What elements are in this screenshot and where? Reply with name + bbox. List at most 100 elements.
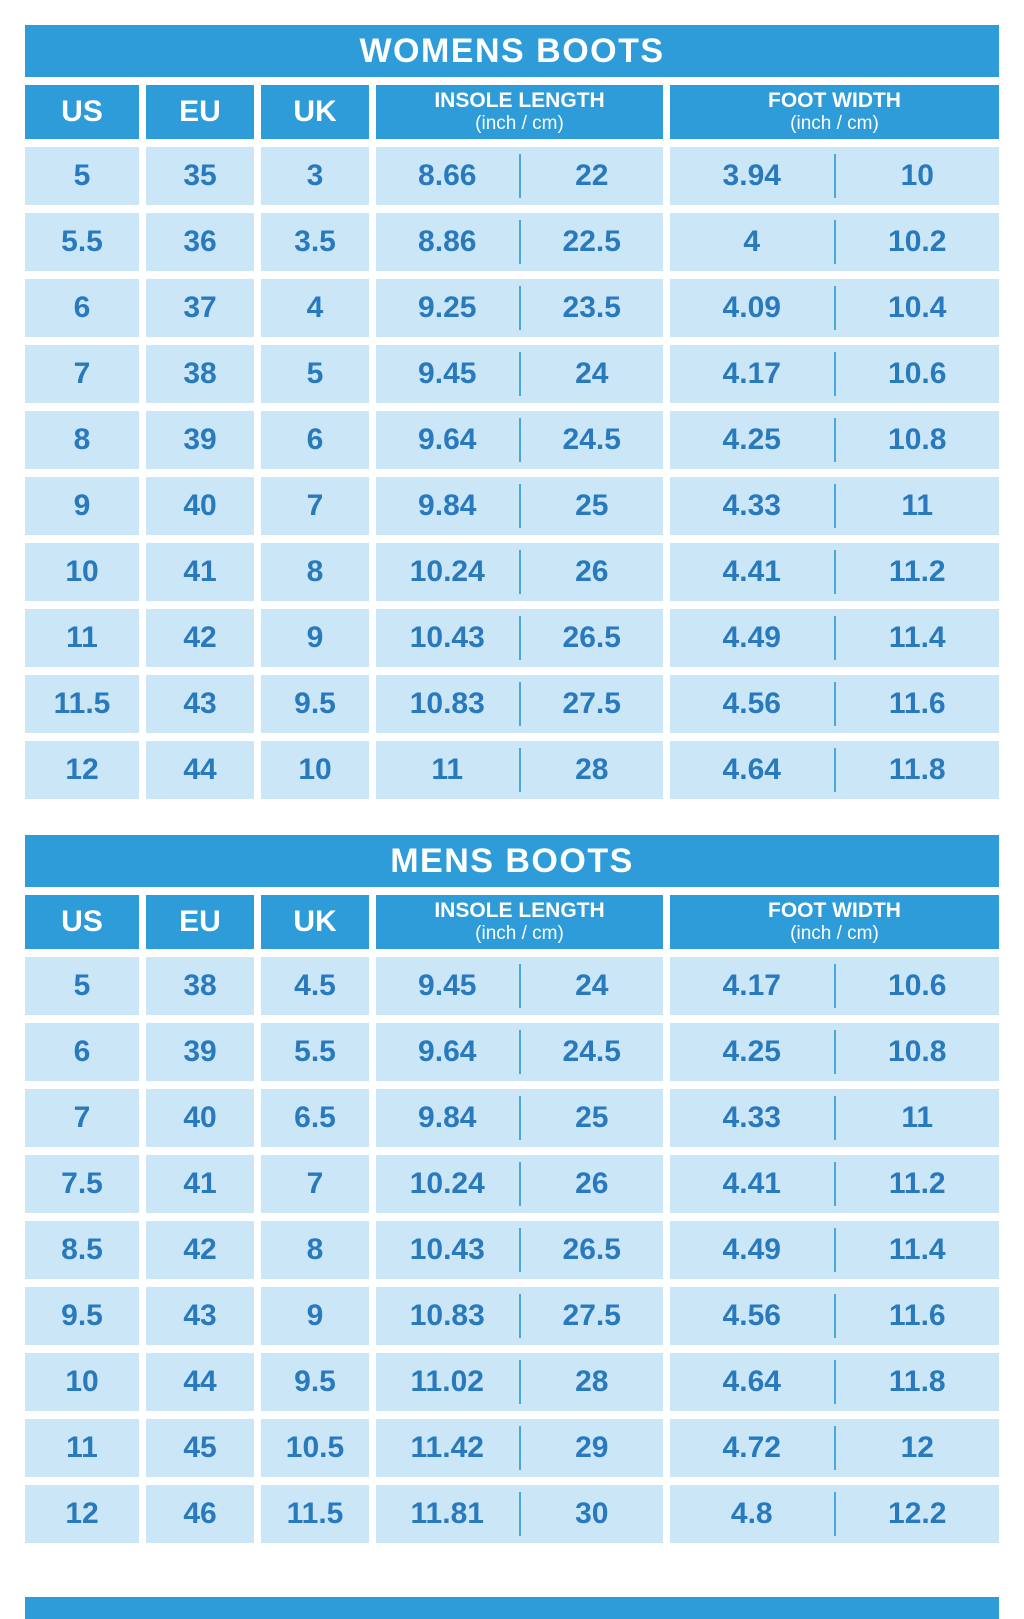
insole-inch-value: 9.45 xyxy=(418,357,477,390)
eu-size-cell: 39 xyxy=(146,411,254,469)
insole-length-cell: 10.43 26.5 xyxy=(376,609,663,667)
cell-divider xyxy=(833,1294,836,1338)
foot-width-inch-value: 4 xyxy=(743,225,761,258)
us-size-cell: 9.5 xyxy=(25,1287,139,1345)
mens-table-title: MENS BOOTS xyxy=(25,835,999,887)
eu-size-cell: 46 xyxy=(146,1485,254,1543)
cell-divider xyxy=(833,1096,836,1140)
cell-divider xyxy=(833,1228,836,1272)
table-gap xyxy=(25,1543,999,1597)
us-size-cell: 8.5 xyxy=(25,1221,139,1279)
table-gap xyxy=(25,799,999,835)
us-size-cell: 7.5 xyxy=(25,1155,139,1213)
cell-divider xyxy=(833,352,836,396)
cropped-bottom-bar xyxy=(25,1597,999,1619)
insole-cm-value: 27.5 xyxy=(562,687,621,720)
eu-size-cell: 38 xyxy=(146,957,254,1015)
foot-width-inch-value: 4.25 xyxy=(722,423,781,456)
uk-size-cell: 8 xyxy=(261,1221,369,1279)
cell-divider xyxy=(833,616,836,660)
eu-size-cell: 44 xyxy=(146,1353,254,1411)
eu-size-cell: 37 xyxy=(146,279,254,337)
insole-inch-value: 9.45 xyxy=(418,969,477,1002)
foot-width-cell: 4.64 11.8 xyxy=(670,1353,999,1411)
uk-size-cell: 8 xyxy=(261,543,369,601)
foot-width-inch-value: 4.41 xyxy=(722,1167,781,1200)
foot-width-inch-value: 4.17 xyxy=(722,969,781,1002)
foot-width-cm-value: 10.6 xyxy=(888,357,947,390)
us-size-cell: 5.5 xyxy=(25,213,139,271)
insole-inch-value: 11.02 xyxy=(410,1365,484,1398)
eu-size-cell: 36 xyxy=(146,213,254,271)
cell-divider xyxy=(833,1360,836,1404)
us-size-cell: 10 xyxy=(25,543,139,601)
cell-divider xyxy=(518,220,521,264)
womens-boots-table: WOMENS BOOTS US EU UK INSOLE LENGTH (inc… xyxy=(25,25,999,799)
foot-width-inch-value: 4.64 xyxy=(722,753,781,786)
insole-inch-value: 9.84 xyxy=(418,489,477,522)
womens-table-title: WOMENS BOOTS xyxy=(25,25,999,77)
eu-size-cell: 44 xyxy=(146,741,254,799)
cell-divider xyxy=(518,1294,521,1338)
foot-width-cell: 4.56 11.6 xyxy=(670,675,999,733)
cell-divider xyxy=(518,352,521,396)
cell-divider xyxy=(518,682,521,726)
insole-length-cell: 8.66 22 xyxy=(376,147,663,205)
uk-size-cell: 9 xyxy=(261,1287,369,1345)
foot-width-cell: 4.17 10.6 xyxy=(670,957,999,1015)
insole-inch-value: 10.83 xyxy=(409,1299,485,1332)
uk-size-cell: 4 xyxy=(261,279,369,337)
cell-divider xyxy=(833,484,836,528)
foot-width-cell: 4.41 11.2 xyxy=(670,543,999,601)
cell-divider xyxy=(833,1492,836,1536)
us-size-cell: 7 xyxy=(25,1089,139,1147)
foot-width-inch-value: 4.72 xyxy=(722,1431,781,1464)
foot-width-cm-value: 11.2 xyxy=(888,555,946,588)
cell-divider xyxy=(518,1492,521,1536)
eu-size-cell: 39 xyxy=(146,1023,254,1081)
foot-width-cm-value: 11.8 xyxy=(888,753,946,786)
cell-divider xyxy=(833,154,836,198)
foot-width-cell: 4.49 11.4 xyxy=(670,1221,999,1279)
foot-width-cell: 4.33 11 xyxy=(670,477,999,535)
foot-width-inch-value: 4.56 xyxy=(722,687,781,720)
insole-cm-value: 24.5 xyxy=(562,1035,621,1068)
foot-width-cell: 4.64 11.8 xyxy=(670,741,999,799)
foot-width-cell: 4.25 10.8 xyxy=(670,411,999,469)
insole-cm-value: 22 xyxy=(575,159,609,192)
cell-divider xyxy=(518,484,521,528)
foot-width-cm-value: 11.8 xyxy=(888,1365,946,1398)
us-size-cell: 12 xyxy=(25,741,139,799)
cell-divider xyxy=(833,1030,836,1074)
cell-divider xyxy=(518,154,521,198)
cell-divider xyxy=(518,418,521,462)
us-size-cell: 11 xyxy=(25,609,139,667)
foot-width-cm-value: 10.8 xyxy=(888,1035,947,1068)
eu-size-cell: 43 xyxy=(146,1287,254,1345)
cell-divider xyxy=(518,550,521,594)
insole-length-cell: 9.64 24.5 xyxy=(376,1023,663,1081)
foot-width-cm-value: 11.6 xyxy=(888,687,946,720)
insole-cm-value: 24 xyxy=(575,969,609,1002)
cell-divider xyxy=(833,550,836,594)
foot-width-inch-value: 4.33 xyxy=(722,1101,781,1134)
foot-width-cell: 4.25 10.8 xyxy=(670,1023,999,1081)
insole-length-cell: 11.02 28 xyxy=(376,1353,663,1411)
foot-width-inch-value: 4.09 xyxy=(722,291,781,324)
us-size-cell: 5 xyxy=(25,147,139,205)
insole-inch-value: 10.83 xyxy=(409,687,485,720)
insole-cm-value: 26 xyxy=(575,1167,609,1200)
insole-header-units: (inch / cm) xyxy=(475,113,564,135)
cell-divider xyxy=(833,286,836,330)
insole-cm-value: 30 xyxy=(575,1497,609,1530)
eu-size-cell: 41 xyxy=(146,1155,254,1213)
foot-width-cell: 4.72 12 xyxy=(670,1419,999,1477)
insole-inch-value: 10.24 xyxy=(409,555,485,588)
foot-width-cell: 4.56 11.6 xyxy=(670,1287,999,1345)
uk-size-cell: 10.5 xyxy=(261,1419,369,1477)
foot-width-cm-value: 10.6 xyxy=(888,969,947,1002)
eu-size-cell: 40 xyxy=(146,1089,254,1147)
foot-width-inch-value: 4.64 xyxy=(722,1365,781,1398)
insole-inch-value: 9.64 xyxy=(418,423,477,456)
